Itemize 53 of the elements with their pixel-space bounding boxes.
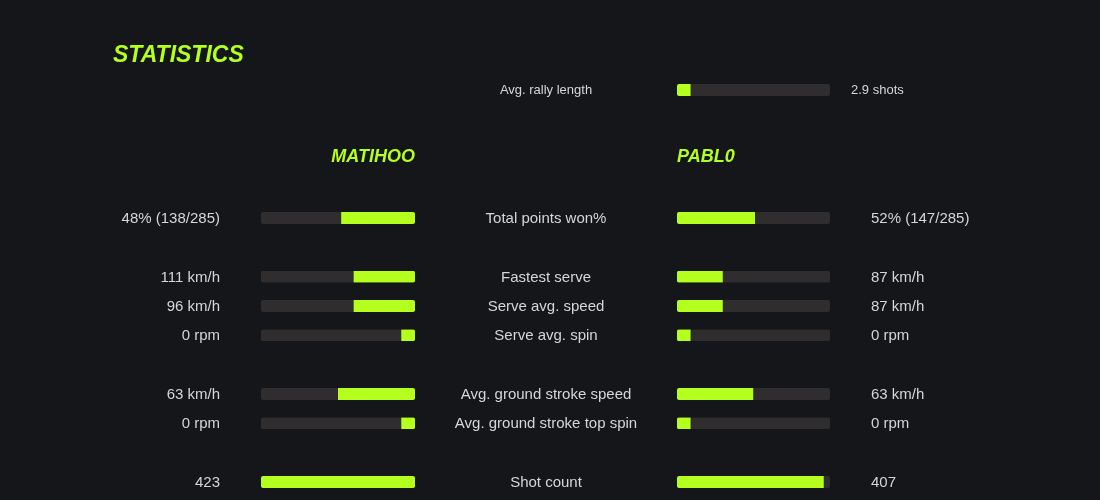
text: 63 km/h xyxy=(871,385,925,402)
y-tick-label: 96 km/h xyxy=(166,297,220,314)
bar xyxy=(753,388,830,400)
y-tick-label: 111 km/h xyxy=(160,267,220,285)
bar xyxy=(401,329,415,342)
text: 0 rpm xyxy=(871,326,910,344)
y-tick-label: Avg. ground stroke speed xyxy=(460,385,632,402)
bar xyxy=(823,476,830,488)
chart-title: STATISTICS xyxy=(113,41,245,67)
y-tick-label: Serve avg. spin xyxy=(494,326,598,344)
y-tick-label: Fastest serve xyxy=(500,267,592,285)
y-tick-label: 0 rpm xyxy=(181,414,220,432)
bar xyxy=(677,270,723,283)
text: 87 km/h xyxy=(871,297,925,314)
bar xyxy=(755,212,830,224)
bar xyxy=(722,270,830,283)
bar xyxy=(261,476,415,488)
text: MATIHOO xyxy=(331,146,415,167)
y-tick-label: Avg. rally length xyxy=(499,82,593,97)
bar xyxy=(677,388,754,400)
bar xyxy=(677,300,723,312)
bar xyxy=(677,329,691,342)
bar xyxy=(690,329,830,342)
bar xyxy=(401,417,415,430)
bar xyxy=(261,388,338,400)
bar xyxy=(261,417,402,430)
bar xyxy=(341,212,415,224)
text: 2.9 shots xyxy=(851,82,905,97)
y-tick-label: 63 km/h xyxy=(166,385,220,402)
bar xyxy=(722,300,830,312)
y-tick-label: Avg. ground stroke top spin xyxy=(454,414,638,432)
bar xyxy=(261,300,354,312)
bar xyxy=(690,417,830,430)
bar xyxy=(261,270,354,283)
bar xyxy=(677,476,824,488)
bar xyxy=(353,270,415,283)
bar xyxy=(261,329,402,342)
y-tick-label: 423 xyxy=(194,473,220,490)
bar xyxy=(261,212,342,224)
text: 407 xyxy=(871,473,897,490)
text: 87 km/h xyxy=(871,267,925,285)
y-tick-label: Serve avg. speed xyxy=(487,297,605,314)
text: 52% (147/285) xyxy=(871,209,970,226)
y-tick-label: Shot count xyxy=(510,473,583,490)
bar xyxy=(677,417,691,430)
bar xyxy=(353,300,415,312)
y-tick-label: 48% (138/285) xyxy=(121,209,220,226)
y-tick-label: 0 rpm xyxy=(181,326,220,344)
y-tick-label: Total points won% xyxy=(485,209,607,226)
bar xyxy=(677,212,756,224)
bar xyxy=(338,388,415,400)
text: 0 rpm xyxy=(871,414,910,432)
text: PABL0 xyxy=(677,146,735,167)
